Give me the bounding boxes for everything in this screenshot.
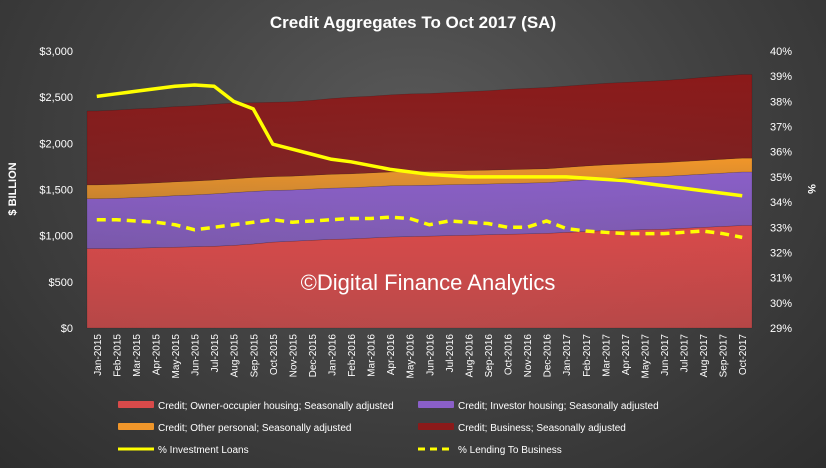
x-tick-label: May-2016 xyxy=(406,334,417,379)
y-axis-label: $ BILLION xyxy=(7,162,19,215)
x-tick-label: Dec-2015 xyxy=(308,334,319,378)
y-axis-left: $0 $500 $1,000 $1,500 $2,000 $2,500 $3,000 xyxy=(39,46,73,335)
y2-tick-label: 29% xyxy=(770,323,792,335)
x-tick-label: Aug-2017 xyxy=(699,334,710,378)
x-tick-label: Jun-2016 xyxy=(425,334,436,376)
y-tick-label: $2,500 xyxy=(39,92,73,104)
y-tick-label: $2,000 xyxy=(39,138,73,150)
x-tick-label: Oct-2017 xyxy=(738,334,749,376)
legend-item-credit-other-personal-seasonally-adjusted: Credit; Other personal; Seasonally adjus… xyxy=(118,423,351,434)
line-series-layer xyxy=(96,83,743,240)
y2-axis-label: % xyxy=(805,184,817,194)
x-axis: Jan-2015 Feb-2015 Mar-2015 Apr-2015 May-2015… xyxy=(93,334,749,379)
x-tick-label: Mar-2015 xyxy=(132,334,143,377)
legend-swatch xyxy=(118,401,154,408)
y-axis-right: 29% 30% 31% 32% 33% 34% 35% 36% 37% 38% 39% 40% xyxy=(770,46,792,335)
y2-tick-label: 30% xyxy=(770,298,792,310)
x-tick-label: Sep-2017 xyxy=(719,334,730,378)
x-tick-label: Jan-2015 xyxy=(93,334,104,376)
x-tick-label: Feb-2016 xyxy=(347,334,358,377)
x-tick-label: Mar-2016 xyxy=(367,334,378,377)
legend: Credit; Owner-occupier housing; Seasonal… xyxy=(118,401,659,456)
legend-label: Credit; Other personal; Seasonally adjus… xyxy=(158,423,351,434)
line-lending-to-business xyxy=(96,215,743,240)
legend-label: Credit; Owner-occupier housing; Seasonal… xyxy=(158,401,394,412)
x-tick-label: Oct-2015 xyxy=(269,334,280,376)
x-tick-label: Aug-2016 xyxy=(464,334,475,378)
area-credit-business-seasonally-adjusted xyxy=(86,74,753,186)
x-tick-label: Sep-2015 xyxy=(249,334,260,378)
legend-item-credit-business-seasonally-adjusted: Credit; Business; Seasonally adjusted xyxy=(418,423,626,434)
x-tick-label: Aug-2015 xyxy=(230,334,241,378)
y-tick-label: $500 xyxy=(49,277,73,289)
watermark-text: ©Digital Finance Analytics xyxy=(301,270,556,295)
line-investment-loans xyxy=(96,83,743,198)
legend-item-lending-to-business: % Lending To Business xyxy=(418,445,562,456)
y2-tick-label: 39% xyxy=(770,71,792,83)
x-tick-label: Mar-2017 xyxy=(601,334,612,377)
x-tick-label: Jul-2017 xyxy=(680,334,691,373)
x-tick-label: Apr-2017 xyxy=(621,334,632,376)
legend-label: Credit; Business; Seasonally adjusted xyxy=(458,423,626,434)
y2-tick-label: 33% xyxy=(770,222,792,234)
x-tick-label: Nov-2015 xyxy=(288,334,299,378)
y2-tick-label: 36% xyxy=(770,147,792,159)
y-tick-label: $0 xyxy=(61,323,73,335)
x-tick-label: Nov-2016 xyxy=(523,334,534,378)
x-tick-label: Apr-2016 xyxy=(386,334,397,376)
x-tick-label: Jan-2016 xyxy=(327,334,338,376)
y2-tick-label: 40% xyxy=(770,46,792,58)
legend-item-credit-investor-housing-seasonally-adjusted: Credit; Investor housing; Seasonally adj… xyxy=(418,401,659,412)
x-tick-label: Jan-2017 xyxy=(562,334,573,376)
y-tick-label: $3,000 xyxy=(39,46,73,58)
chart-title: Credit Aggregates To Oct 2017 (SA) xyxy=(270,13,556,32)
x-tick-label: Jul-2015 xyxy=(210,334,221,373)
x-tick-label: Oct-2016 xyxy=(504,334,515,376)
x-tick-label: Feb-2015 xyxy=(112,334,123,377)
x-tick-label: Jun-2015 xyxy=(191,334,202,376)
y2-tick-label: 34% xyxy=(770,197,792,209)
legend-swatch xyxy=(118,423,154,430)
legend-label: % Investment Loans xyxy=(158,445,249,456)
legend-item-investment-loans: % Investment Loans xyxy=(118,445,249,456)
legend-swatch xyxy=(418,423,454,430)
legend-swatch xyxy=(418,401,454,408)
y-tick-label: $1,500 xyxy=(39,185,73,197)
x-tick-label: Dec-2016 xyxy=(543,334,554,378)
x-tick-label: Apr-2015 xyxy=(151,334,162,376)
legend-label: % Lending To Business xyxy=(458,445,562,456)
y2-tick-label: 31% xyxy=(770,273,792,285)
x-tick-label: Jul-2016 xyxy=(445,334,456,373)
y2-tick-label: 32% xyxy=(770,247,792,259)
x-tick-label: May-2015 xyxy=(171,334,182,379)
legend-label: Credit; Investor housing; Seasonally adj… xyxy=(458,401,659,412)
x-tick-label: May-2017 xyxy=(640,334,651,379)
x-tick-label: Jun-2017 xyxy=(660,334,671,376)
legend-item-credit-owner-occupier-housing-seasonally-adjusted: Credit; Owner-occupier housing; Seasonal… xyxy=(118,401,394,412)
y2-tick-label: 37% xyxy=(770,122,792,134)
y2-tick-label: 35% xyxy=(770,172,792,184)
x-tick-label: Sep-2016 xyxy=(484,334,495,378)
y2-tick-label: 38% xyxy=(770,96,792,108)
x-tick-label: Feb-2017 xyxy=(582,334,593,377)
y-tick-label: $1,000 xyxy=(39,231,73,243)
